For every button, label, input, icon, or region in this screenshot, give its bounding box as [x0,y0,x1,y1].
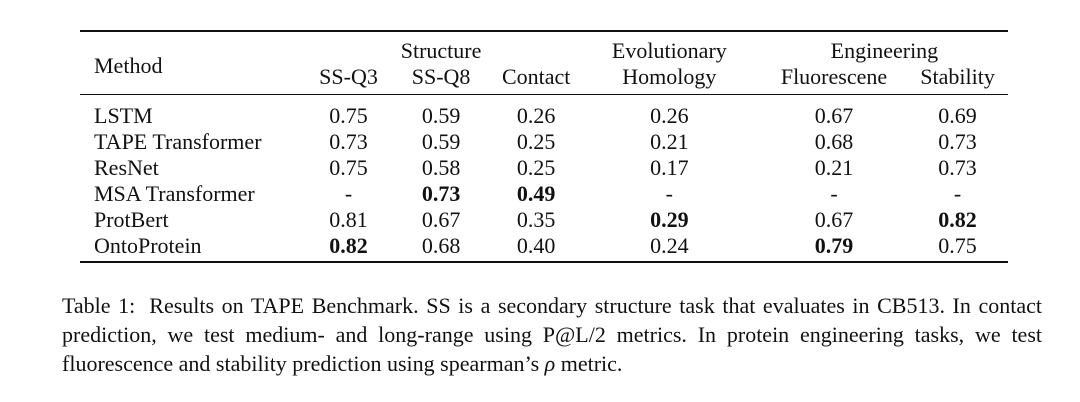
table-body: LSTM 0.75 0.59 0.26 0.26 0.67 0.69 TAPE Transfo… [80,95,1008,262]
value-cell: 0.29 [650,207,689,232]
caption-text-end: metric. [555,351,623,376]
value-cell: 0.49 [516,181,556,206]
value-cell: - [830,181,838,206]
value-cell: 0.26 [516,103,556,128]
evolutionary-group-header: Evolutionary [611,38,727,63]
method-cell: MSA Transformer [94,181,255,206]
results-table: Method Structure Evolutionary Engineerin… [80,30,1008,263]
col-fluorescene: Fluorescene [780,64,888,89]
value-cell: 0.75 [938,233,977,258]
value-cell: 0.73 [421,181,461,206]
method-cell: TAPE Transformer [94,129,262,154]
value-cell: 0.25 [516,129,556,154]
col-stability: Stability [920,64,995,89]
caption-label: Table 1: [62,293,136,318]
value-cell: 0.59 [421,103,461,128]
value-cell: 0.73 [938,155,977,180]
value-cell: 0.21 [814,155,854,180]
value-cell: 0.21 [650,129,689,154]
value-cell: 0.68 [421,233,461,258]
value-cell: 0.69 [938,103,977,128]
value-cell: 0.68 [814,129,854,154]
caption-text: Results on TAPE Benchmark. SS is a secon… [62,293,1043,376]
col-ss-q3: SS-Q3 [319,64,378,89]
header-column-row: SS-Q3 SS-Q8 Contact Homology Fluorescene… [80,64,1008,95]
col-contact: Contact [501,64,571,89]
results-table-container: Method Structure Evolutionary Engineerin… [80,30,1008,263]
table-row: TAPE Transformer 0.73 0.59 0.25 0.21 0.68 0.73 [80,129,1008,155]
empty-group-cell [309,31,387,64]
method-cell: LSTM [94,103,153,128]
value-cell: 0.26 [650,103,689,128]
structure-group-header: Structure [400,38,482,63]
value-cell: 0.17 [650,155,689,180]
value-cell: 0.82 [938,207,977,232]
value-cell: 0.75 [329,155,368,180]
value-cell: 0.40 [516,233,556,258]
table-caption: Table 1: Results on TAPE Benchmark. SS is… [62,291,1042,378]
value-cell: 0.59 [421,129,461,154]
value-cell: - [344,181,353,206]
value-cell: 0.82 [329,233,368,258]
value-cell: 0.79 [814,233,854,258]
value-cell: 0.75 [329,103,368,128]
value-cell: 0.35 [516,207,556,232]
header-group-row: Method Structure Evolutionary Engineerin… [80,31,1008,78]
value-cell: 0.73 [938,129,977,154]
col-ss-q8: SS-Q8 [411,64,471,89]
value-cell: 0.73 [329,129,368,154]
value-cell: 0.67 [814,103,854,128]
value-cell: 0.24 [650,233,689,258]
table-row: ResNet 0.75 0.58 0.25 0.17 0.21 0.73 [80,155,1008,181]
value-cell: - [953,181,962,206]
col-homology: Homology [622,64,717,89]
value-cell: 0.58 [421,155,461,180]
method-cell: ProtBert [94,207,169,232]
value-cell: - [665,181,673,206]
table-row: MSA Transformer - 0.73 0.49 - - - [80,181,1008,207]
method-cell: OntoProtein [94,233,202,258]
empty-group-cell [494,31,577,64]
table-row: OntoProtein 0.82 0.68 0.40 0.24 0.79 0.75 [80,233,1008,262]
caption-rho-symbol: ρ [544,351,556,376]
value-cell: 0.25 [516,155,556,180]
table-row: ProtBert 0.81 0.67 0.35 0.29 0.67 0.82 [80,207,1008,233]
table-row: LSTM 0.75 0.59 0.26 0.26 0.67 0.69 [80,95,1008,130]
value-cell: 0.67 [421,207,461,232]
value-cell: 0.67 [814,207,854,232]
engineering-group-header: Engineering [830,38,939,63]
method-cell: ResNet [94,155,159,180]
method-header: Method [94,53,163,78]
value-cell: 0.81 [329,207,368,232]
